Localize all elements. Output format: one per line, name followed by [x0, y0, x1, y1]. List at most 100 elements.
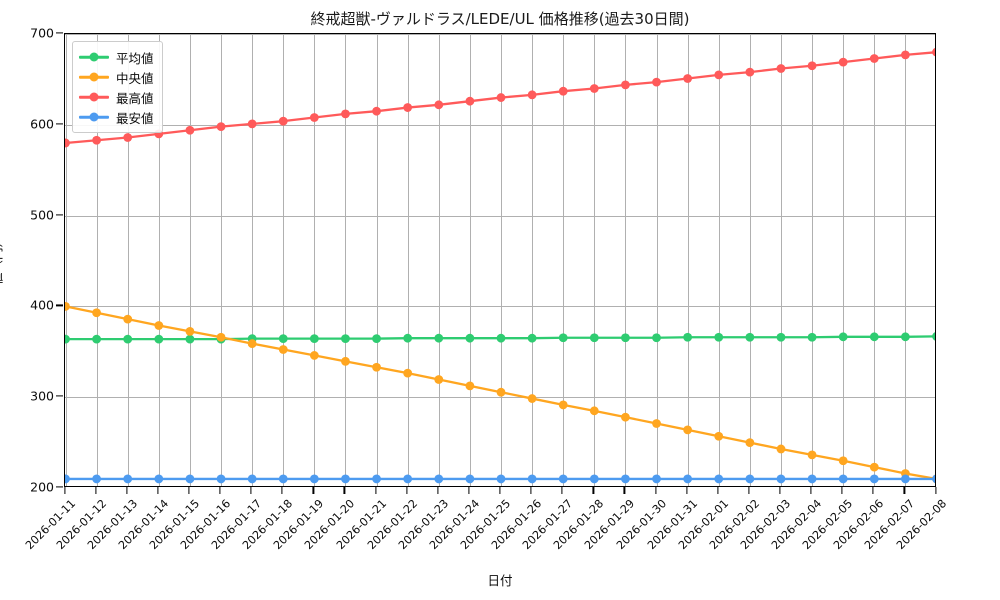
- data-point: [869, 462, 879, 472]
- y-tick-mark: [56, 214, 63, 216]
- data-point: [621, 412, 630, 422]
- x-tick-mark: [872, 487, 874, 494]
- y-tick-label: 500: [30, 207, 54, 223]
- series-平均値: [65, 332, 935, 344]
- x-tick-mark: [312, 487, 314, 494]
- data-point: [372, 474, 381, 484]
- legend-item-中央値[interactable]: 中央値: [79, 67, 154, 87]
- legend-item-最高値[interactable]: 最高値: [79, 87, 154, 107]
- data-point: [714, 474, 724, 484]
- y-tick-label: 200: [30, 479, 54, 495]
- gridline-vertical: [345, 34, 347, 486]
- data-point: [776, 474, 786, 484]
- legend-label: 最高値: [116, 90, 154, 106]
- gridline-vertical: [252, 34, 254, 486]
- data-point: [932, 48, 935, 57]
- data-point: [807, 474, 817, 484]
- data-point: [621, 80, 630, 90]
- series-layer: [65, 48, 935, 484]
- data-point: [185, 474, 195, 484]
- data-point: [341, 474, 350, 484]
- data-point: [652, 333, 661, 343]
- gridline-vertical: [780, 34, 782, 486]
- data-point: [309, 113, 319, 122]
- gridline-vertical: [96, 34, 98, 486]
- legend-label: 平均値: [116, 50, 154, 66]
- gridline-vertical: [532, 34, 534, 486]
- gridline-vertical: [283, 34, 285, 486]
- data-point: [932, 474, 935, 484]
- data-point: [123, 474, 133, 484]
- gridline-vertical: [656, 34, 658, 486]
- data-point: [776, 444, 786, 454]
- gridline-vertical: [314, 34, 316, 486]
- x-tick-mark: [63, 487, 66, 494]
- y-tick-mark: [56, 32, 63, 34]
- data-point: [216, 474, 226, 484]
- gridline-vertical: [843, 34, 845, 486]
- data-point: [807, 332, 817, 342]
- data-point: [714, 431, 724, 441]
- data-point: [372, 334, 381, 344]
- gridline-vertical: [221, 34, 223, 486]
- data-point: [185, 334, 195, 344]
- data-point: [92, 334, 102, 344]
- data-point: [900, 50, 910, 60]
- data-point: [621, 333, 630, 343]
- gridline-vertical: [749, 34, 751, 486]
- x-tick-mark: [686, 487, 688, 494]
- data-point: [745, 332, 755, 342]
- x-tick-mark: [95, 487, 97, 494]
- data-point: [309, 351, 319, 360]
- data-point: [900, 332, 910, 342]
- data-point: [309, 474, 319, 484]
- data-point: [496, 93, 506, 102]
- x-tick-mark: [934, 487, 937, 494]
- data-point: [341, 356, 350, 366]
- data-point: [683, 74, 693, 83]
- y-tick-label: 400: [30, 297, 54, 313]
- data-point: [838, 57, 848, 67]
- data-point: [776, 64, 786, 73]
- data-point: [154, 474, 164, 484]
- gridline-horizontal: [65, 124, 935, 126]
- gridline-vertical: [127, 34, 129, 486]
- data-point: [714, 332, 724, 342]
- gridline-vertical: [625, 34, 627, 486]
- gridline-horizontal: [65, 215, 935, 217]
- legend-item-最安値[interactable]: 最安値: [79, 107, 154, 127]
- data-point: [372, 362, 381, 372]
- x-tick-mark: [343, 487, 346, 494]
- gridline-vertical: [905, 34, 907, 486]
- data-point: [558, 86, 568, 96]
- legend-item-平均値[interactable]: 平均値: [79, 47, 154, 67]
- x-tick-mark: [188, 487, 190, 494]
- data-point: [341, 334, 350, 344]
- series-中央値: [65, 302, 935, 484]
- x-tick-mark: [468, 487, 470, 494]
- data-point: [745, 474, 755, 484]
- data-point: [621, 474, 630, 484]
- y-tick-mark: [56, 486, 63, 488]
- x-tick-mark: [406, 487, 408, 494]
- legend-label: 中央値: [116, 70, 154, 86]
- chart-title: 終戒超獣-ヴァルドラス/LEDE/UL 価格推移(過去30日間): [310, 10, 690, 28]
- data-point: [65, 474, 70, 484]
- gridline-vertical: [469, 34, 471, 486]
- x-axis-label: 日付: [487, 573, 513, 588]
- x-tick-mark: [250, 487, 252, 494]
- data-point: [278, 334, 288, 344]
- x-tick-mark: [810, 487, 812, 494]
- data-point: [372, 106, 381, 116]
- data-point: [558, 474, 568, 484]
- y-tick-mark: [56, 395, 63, 397]
- data-point: [465, 474, 475, 484]
- legend-swatch-icon: [79, 90, 109, 104]
- data-point: [527, 474, 537, 484]
- gridline-horizontal: [65, 306, 935, 308]
- data-point: [434, 333, 444, 343]
- data-point: [403, 333, 413, 343]
- y-tick-label: 700: [30, 25, 54, 41]
- data-point: [123, 133, 133, 142]
